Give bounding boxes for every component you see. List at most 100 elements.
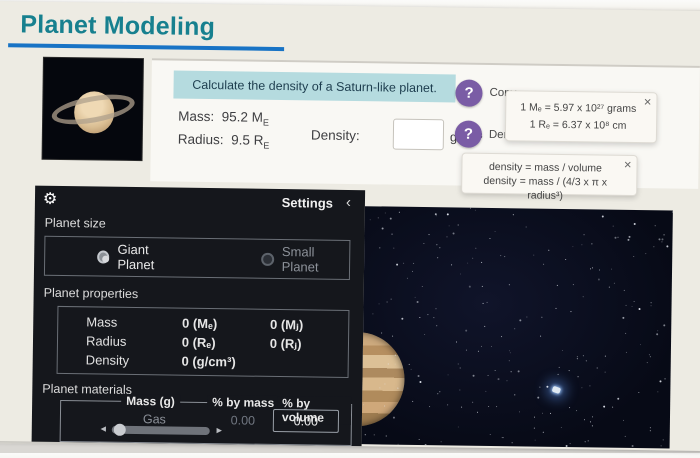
star xyxy=(496,406,498,408)
star xyxy=(534,440,536,442)
star xyxy=(390,298,392,300)
star xyxy=(599,269,601,271)
star xyxy=(631,445,634,448)
star xyxy=(588,385,590,387)
col-header-pct-mass: % by mass xyxy=(207,395,280,411)
star xyxy=(569,407,571,409)
star xyxy=(436,243,438,245)
star xyxy=(395,264,398,267)
radio-giant-planet[interactable]: Giant Planet xyxy=(97,241,184,272)
star xyxy=(537,396,540,399)
star xyxy=(608,286,610,288)
star xyxy=(663,234,665,236)
slider-thumb[interactable] xyxy=(113,423,126,436)
property-value-2 xyxy=(269,353,347,373)
gas-mass-slider: ◄ ► xyxy=(99,424,224,438)
star xyxy=(508,349,510,351)
slider-track[interactable] xyxy=(111,423,210,436)
property-value-2: 0 (Rⱼ) xyxy=(269,335,302,352)
pct-volume-input[interactable] xyxy=(272,408,340,433)
star xyxy=(664,378,666,380)
star xyxy=(632,255,634,257)
star xyxy=(480,345,482,347)
star xyxy=(514,394,516,396)
star xyxy=(377,216,379,218)
conversions-tooltip: × 1 Mₑ = 5.97 x 10²⁷ grams 1 Rₑ = 6.37 x… xyxy=(504,90,658,144)
star xyxy=(419,380,422,383)
star xyxy=(662,323,665,327)
star xyxy=(633,301,635,303)
pct-mass-value: 0.00 xyxy=(230,413,256,428)
star xyxy=(458,389,460,392)
star xyxy=(459,367,461,369)
star xyxy=(446,213,449,216)
star xyxy=(485,391,487,393)
question-icon: ? xyxy=(463,125,474,143)
star xyxy=(649,430,651,432)
close-icon[interactable]: × xyxy=(623,156,632,172)
star xyxy=(451,264,453,266)
density-label: Density: xyxy=(310,127,360,144)
star xyxy=(653,245,655,247)
star xyxy=(477,411,479,413)
collapse-chevron-icon[interactable]: ‹ xyxy=(345,193,352,212)
star xyxy=(517,370,520,373)
star xyxy=(587,440,589,442)
star xyxy=(614,283,616,285)
star xyxy=(556,284,558,286)
star xyxy=(569,442,571,444)
star xyxy=(461,406,463,408)
star xyxy=(592,425,594,427)
star xyxy=(387,363,389,365)
star xyxy=(558,366,560,368)
star xyxy=(475,247,477,249)
radio-dot xyxy=(97,249,110,264)
star xyxy=(378,303,380,305)
star xyxy=(477,350,479,352)
star xyxy=(506,380,508,382)
star xyxy=(625,351,627,353)
star xyxy=(392,335,394,337)
star xyxy=(435,325,437,327)
tooltip-line: density = mass / (4/3 x π x radius³) xyxy=(483,174,608,202)
star xyxy=(658,238,661,241)
property-name: Radius xyxy=(85,333,127,349)
star xyxy=(576,410,578,412)
star xyxy=(465,329,468,333)
slider-left-arrow[interactable]: ◄ xyxy=(98,423,108,434)
star xyxy=(666,245,669,248)
star xyxy=(568,369,570,371)
star xyxy=(656,332,659,335)
gear-icon[interactable]: ⚙ xyxy=(42,190,58,208)
star xyxy=(539,386,541,388)
page-title: Planet Modeling xyxy=(20,10,216,42)
star xyxy=(483,325,485,327)
star xyxy=(628,235,631,238)
star xyxy=(408,363,410,365)
star xyxy=(570,311,572,313)
star xyxy=(671,211,673,213)
radio-small-planet[interactable]: Small Planet xyxy=(261,244,349,275)
star xyxy=(487,406,489,408)
star xyxy=(631,306,633,308)
star xyxy=(604,371,606,373)
property-value-1: 0 (Rₑ) xyxy=(181,334,216,351)
star xyxy=(519,319,522,322)
star xyxy=(447,374,449,376)
star xyxy=(398,211,400,213)
star xyxy=(604,355,606,357)
star xyxy=(406,277,408,279)
density-input[interactable] xyxy=(392,118,445,151)
planet-properties-label: Planet properties xyxy=(43,285,139,302)
close-icon[interactable]: × xyxy=(643,94,652,110)
star xyxy=(602,405,605,408)
star xyxy=(541,412,543,414)
star xyxy=(487,374,489,376)
star xyxy=(596,367,598,369)
question-icon: ? xyxy=(464,84,474,102)
materials-table: Mass (g) % by mass % by volume Gas ◄ ► 0… xyxy=(59,393,353,447)
star xyxy=(490,346,492,348)
star xyxy=(513,213,515,215)
star xyxy=(649,354,651,356)
star xyxy=(584,419,586,421)
